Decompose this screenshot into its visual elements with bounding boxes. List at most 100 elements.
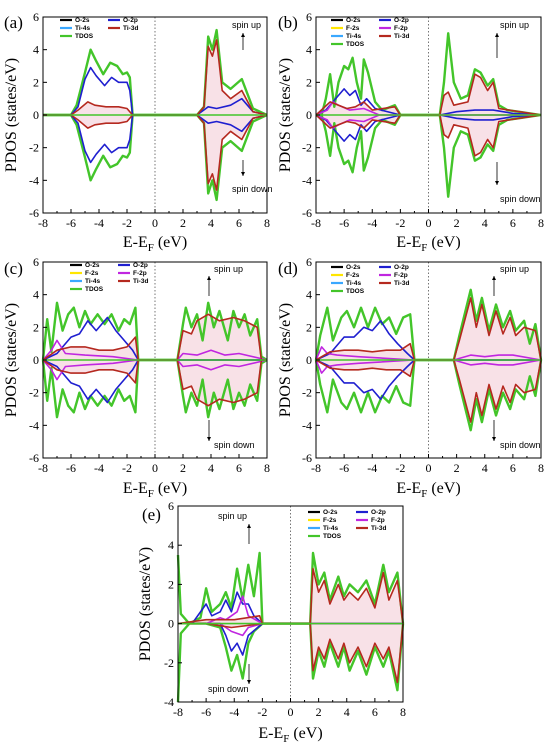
series-Ti-3d xyxy=(177,567,404,625)
y-tick-label: -2 xyxy=(302,141,312,155)
legend-label-O-2s: O-2s xyxy=(75,17,90,24)
x-tick-label: 4 xyxy=(482,461,488,475)
x-label-text: E-E xyxy=(123,234,148,251)
x-label-subscript: F xyxy=(421,242,427,254)
x-tick-label: 2 xyxy=(180,216,186,230)
legend-label-F-2p: F-2p xyxy=(133,270,147,277)
x-axis-label: E-EF (eV) xyxy=(258,725,322,745)
spin-down-label: spin down xyxy=(232,184,273,194)
y-tick-label: -4 xyxy=(164,695,174,709)
series-Ti-3d_dn xyxy=(42,359,267,407)
x-tick-label: 2 xyxy=(316,705,322,719)
x-label-text: E-E xyxy=(396,480,421,497)
spin-up-arrowhead xyxy=(247,524,251,528)
fill-Ti-3d xyxy=(178,568,403,624)
x-label-unit: (eV) xyxy=(154,480,187,497)
series-O-2p xyxy=(178,591,403,625)
series-O-2p xyxy=(43,66,268,116)
legend-label-F-2s: F-2s xyxy=(85,270,99,277)
y-tick-label: 2 xyxy=(306,320,312,334)
x-tick-label: 2 xyxy=(454,461,460,475)
y-tick-label: 6 xyxy=(306,10,312,24)
fill-Ti-3d_dn xyxy=(316,115,541,156)
spin-up-arrowhead xyxy=(495,33,499,37)
x-tick-label: 8 xyxy=(264,461,270,475)
series-Ti-3d xyxy=(315,73,542,116)
y-tick-label: -6 xyxy=(29,451,39,465)
x-tick-label: 6 xyxy=(510,461,516,475)
spin-down-label: spin down xyxy=(208,684,249,694)
x-tick-label: -4 xyxy=(229,705,239,719)
fill-Ti-3d_dn xyxy=(43,115,267,191)
x-tick-label: 0 xyxy=(426,461,432,475)
spin-up-label: spin up xyxy=(500,264,529,274)
x-label-unit: (eV) xyxy=(154,234,187,251)
x-label-unit: (eV) xyxy=(289,725,322,742)
x-axis-label: E-EF (eV) xyxy=(123,480,187,500)
y-tick-label: 0 xyxy=(168,617,174,631)
panel-label: (e) xyxy=(142,505,161,524)
legend-label-TDOS: TDOS xyxy=(85,286,104,293)
y-tick-label: 2 xyxy=(33,75,39,89)
fill-Ti-3d_dn xyxy=(316,360,541,423)
spin-down-label: spin down xyxy=(214,440,255,450)
x-tick-label: 8 xyxy=(400,705,406,719)
x-tick-label: -2 xyxy=(395,216,405,230)
series-TDOS xyxy=(43,28,268,117)
x-tick-label: 4 xyxy=(482,216,488,230)
spin-up-arrowhead xyxy=(241,33,245,37)
series-O-2p_dn xyxy=(43,114,268,164)
y-tick-label: -4 xyxy=(29,418,39,432)
x-axis-label: E-EF (eV) xyxy=(123,234,187,254)
x-tick-label: -4 xyxy=(94,216,104,230)
spin-down-arrowhead xyxy=(241,172,245,176)
legend-label-TDOS: TDOS xyxy=(346,41,365,48)
y-tick-label: -4 xyxy=(29,173,39,187)
series-Ti-3d_dn xyxy=(315,114,542,157)
legend-label-Ti-4s: Ti-4s xyxy=(75,25,90,32)
y-axis-label: PDOS (states/eV) xyxy=(3,58,20,172)
y-tick-label: -6 xyxy=(302,451,312,465)
x-tick-label: -8 xyxy=(38,216,48,230)
x-tick-label: -2 xyxy=(122,461,132,475)
y-tick-label: 2 xyxy=(33,320,39,334)
x-tick-label: 8 xyxy=(538,216,544,230)
y-tick-label: 6 xyxy=(168,499,174,513)
y-tick-label: 4 xyxy=(33,288,39,302)
spin-down-arrowhead xyxy=(247,680,251,684)
y-tick-label: 2 xyxy=(168,577,174,591)
y-tick-label: 2 xyxy=(306,75,312,89)
legend-label-O-2s: O-2s xyxy=(346,17,361,24)
fill-Ti-3d xyxy=(316,74,541,115)
series-O-2p_dn xyxy=(315,359,541,400)
x-label-subscript: F xyxy=(421,488,427,500)
x-label-text: E-E xyxy=(396,234,421,251)
x-tick-label: 8 xyxy=(538,461,544,475)
legend-label-O-2s: O-2s xyxy=(323,509,338,516)
x-tick-label: -4 xyxy=(367,461,377,475)
y-tick-label: -4 xyxy=(302,418,312,432)
legend-label-Ti-3d: Ti-3d xyxy=(394,280,409,287)
y-tick-label: -2 xyxy=(302,386,312,400)
x-tick-label: -8 xyxy=(311,461,321,475)
x-label-subscript: F xyxy=(283,733,289,745)
y-tick-label: 4 xyxy=(306,43,312,57)
x-tick-label: -2 xyxy=(122,216,132,230)
legend-label-Ti-4s: Ti-4s xyxy=(323,525,338,532)
fill-Ti-3d xyxy=(43,314,267,360)
fill-Ti-3d_dn xyxy=(178,623,403,683)
series-Ti-3d_dn xyxy=(315,359,542,423)
y-tick-label: 0 xyxy=(306,353,312,367)
legend-label-O-2s: O-2s xyxy=(85,262,100,269)
series-TDOS_dn xyxy=(176,622,405,703)
y-axis-label: PDOS (states/eV) xyxy=(277,303,294,417)
x-tick-label: 6 xyxy=(372,705,378,719)
y-tick-label: -6 xyxy=(302,206,312,220)
legend-label-F-2p: F-2p xyxy=(394,25,408,32)
y-tick-label: -2 xyxy=(29,386,39,400)
panel-e: -8 -6 -4 -2 0 2 4 6 8 -4 -2 0 2 4 6 (e) PDOS (states/eV)… xyxy=(137,499,406,745)
series-O-2p xyxy=(315,88,542,116)
legend-label-F-2s: F-2s xyxy=(323,517,337,524)
y-tick-label: 4 xyxy=(33,43,39,57)
